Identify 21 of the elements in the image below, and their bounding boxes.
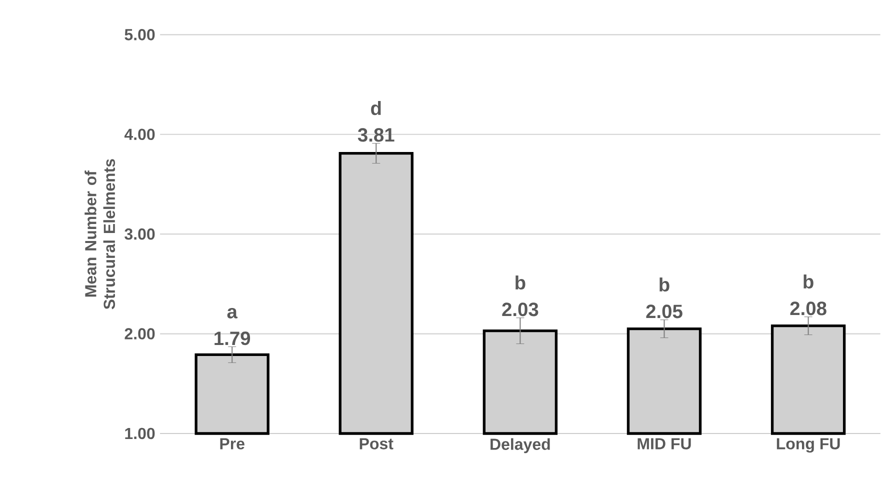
y-tick-label: 5.00 <box>124 28 155 40</box>
y-tick-label: 4.00 <box>124 128 155 140</box>
annotation: b <box>804 274 814 288</box>
y-tick-label: 2.00 <box>124 328 155 340</box>
annotation: a <box>227 308 238 318</box>
x-tick-label: Post <box>360 438 394 450</box>
annotation: d <box>371 100 381 115</box>
data-label: 2.05 <box>646 304 682 318</box>
x-tick-label: Pre <box>220 438 244 450</box>
y-axis-title: Mean Number of Strucural Elelments <box>84 159 116 310</box>
x-tick-label: Delayed <box>490 438 550 454</box>
y-tick-label: 1.00 <box>125 428 155 440</box>
data-label: 3.81 <box>358 128 394 142</box>
data-label: 2.08 <box>790 302 826 316</box>
annotation: b <box>516 275 526 290</box>
data-label: 2.03 <box>502 302 538 316</box>
y-tick-label: 3.00 <box>124 228 155 240</box>
x-tick-label: MID FU <box>638 438 691 450</box>
data-label: 1.79 <box>214 331 250 346</box>
annotation: b <box>660 277 670 292</box>
x-tick-label: Long FU <box>776 438 840 453</box>
